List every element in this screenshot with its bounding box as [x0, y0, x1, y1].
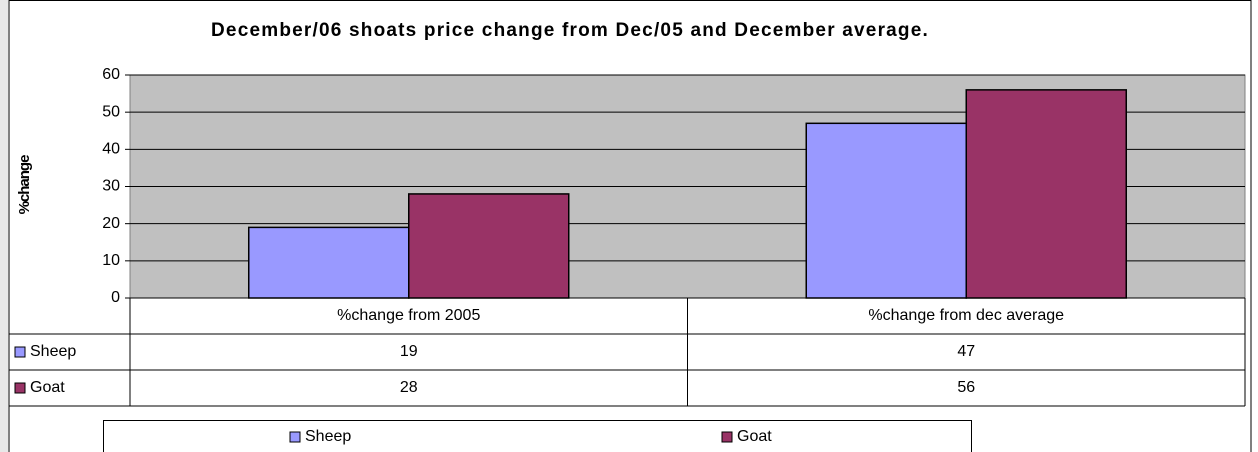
side-strip — [0, 0, 8, 452]
bar — [247, 226, 410, 299]
table-key — [14, 382, 26, 394]
table-row-label: Sheep — [30, 343, 76, 360]
x-tick-label: %change from dec average — [868, 307, 1064, 324]
table-key — [14, 346, 26, 358]
bar — [408, 193, 570, 299]
legend-box — [103, 420, 972, 452]
y-tick-label: 40 — [102, 141, 120, 158]
y-tick-label: 20 — [102, 215, 120, 232]
table-value: 28 — [400, 379, 418, 396]
table-value: 19 — [400, 343, 418, 360]
legend-label: Goat — [737, 428, 772, 445]
bar — [805, 122, 967, 299]
legend-key — [721, 431, 733, 443]
legend-key — [289, 431, 301, 443]
y-tick-label: 60 — [102, 66, 120, 83]
bar — [965, 89, 1128, 299]
table-value: 47 — [957, 343, 975, 360]
y-axis-label: %change — [16, 155, 33, 215]
y-tick-label: 10 — [102, 252, 120, 269]
x-tick-label: %change from 2005 — [337, 307, 480, 324]
table-row-label: Goat — [30, 379, 65, 396]
legend-label: Sheep — [305, 428, 351, 445]
y-tick-label: 50 — [102, 103, 120, 120]
y-tick-label: 30 — [102, 178, 120, 195]
table-value: 56 — [957, 379, 975, 396]
y-tick-label: 0 — [111, 289, 120, 306]
chart-title: December/06 shoats price change from Dec… — [211, 20, 929, 41]
